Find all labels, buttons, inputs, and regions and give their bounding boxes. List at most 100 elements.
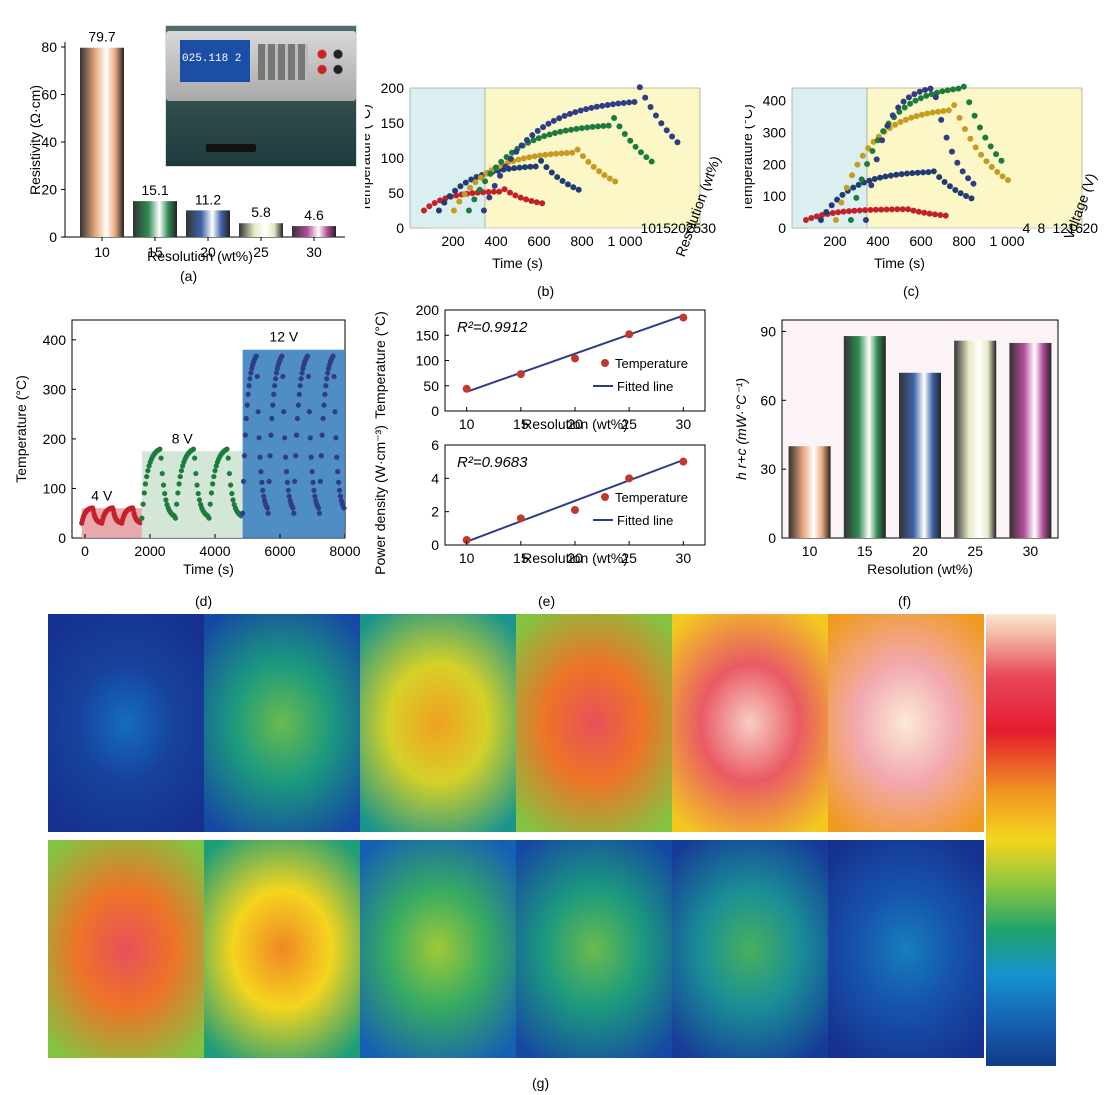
series-16-point bbox=[864, 161, 870, 167]
z-tick-label: 4 bbox=[1023, 220, 1031, 236]
series-12-point bbox=[908, 115, 914, 121]
series-4-point bbox=[910, 208, 916, 214]
y-tick-label: 0 bbox=[396, 220, 404, 236]
data-point bbox=[241, 479, 246, 484]
series-25-point bbox=[498, 159, 504, 165]
series-16-point bbox=[902, 104, 908, 110]
series-20-point bbox=[515, 157, 521, 163]
x-tick-label: 1 000 bbox=[607, 233, 642, 249]
data-point bbox=[143, 481, 148, 486]
thermal-image-off-6 bbox=[828, 840, 984, 1058]
data-point bbox=[254, 353, 259, 358]
series-4-point bbox=[937, 212, 943, 218]
data-point bbox=[293, 453, 298, 458]
thermal-panel: (g) bbox=[0, 612, 1118, 1095]
series-4-point bbox=[862, 207, 868, 213]
thermal-image-off-5 bbox=[672, 840, 828, 1058]
series-12-point bbox=[978, 152, 984, 158]
series-12-point bbox=[914, 113, 920, 119]
series-4-point bbox=[878, 207, 884, 213]
series-20-point bbox=[911, 91, 917, 97]
y-tick-label: 50 bbox=[388, 185, 404, 201]
data-label: 15.1 bbox=[141, 182, 168, 198]
legend-marker-temperature bbox=[601, 359, 609, 367]
series-12-point bbox=[994, 169, 1000, 175]
data-point bbox=[297, 392, 302, 397]
x-axis-title: Time (s) bbox=[874, 255, 925, 271]
thermal-image-off-2 bbox=[204, 840, 360, 1058]
series-4-point bbox=[932, 211, 938, 217]
series-12-point bbox=[946, 107, 952, 113]
series-20-point bbox=[472, 179, 478, 185]
y-tick-label: 300 bbox=[43, 381, 67, 397]
data-point bbox=[157, 447, 162, 452]
data-point bbox=[323, 383, 328, 388]
y-tick-label: 300 bbox=[763, 125, 787, 141]
data-point bbox=[316, 505, 321, 510]
x-axis-title: Resolution (wt%) bbox=[867, 561, 973, 577]
series-8-point bbox=[947, 183, 953, 189]
series-8-point bbox=[936, 174, 942, 180]
series-15-point bbox=[543, 164, 549, 170]
y-tick-label: 2 bbox=[431, 504, 439, 520]
data-point bbox=[308, 435, 313, 440]
series-15-point bbox=[517, 165, 523, 171]
series-25-point bbox=[536, 135, 542, 141]
y-axis-title: Temperature (°C) bbox=[365, 104, 373, 212]
series-30-point bbox=[551, 118, 557, 124]
data-point bbox=[173, 516, 178, 521]
series-30-point bbox=[540, 124, 546, 130]
x-tick-label: 400 bbox=[484, 233, 508, 249]
data-point bbox=[256, 409, 261, 414]
data-point bbox=[317, 511, 322, 516]
series-30-point bbox=[497, 173, 503, 179]
x-tick-label: 200 bbox=[441, 233, 465, 249]
series-20-point bbox=[580, 153, 586, 159]
data-point bbox=[281, 409, 286, 414]
series-16-point bbox=[988, 143, 994, 149]
series-4-point bbox=[905, 206, 911, 212]
chart-d-svg: 4 V8 V12 V01002003004000 2000 4000 6000 8000… bbox=[0, 305, 360, 610]
series-20-point bbox=[521, 155, 527, 161]
data-point bbox=[230, 497, 235, 502]
y-axis-title: Temperature (°C) bbox=[13, 375, 29, 483]
series-25-point bbox=[616, 123, 622, 129]
series-25-point bbox=[466, 208, 472, 214]
z-tick-label: 8 bbox=[1038, 220, 1046, 236]
data-point bbox=[255, 374, 260, 379]
legend-label-temperature: Temperature bbox=[615, 356, 688, 371]
series-25-point bbox=[547, 132, 553, 138]
x-tick-label: 25 bbox=[253, 244, 269, 260]
series-30-point bbox=[621, 100, 627, 106]
series-10-point bbox=[421, 208, 427, 214]
series-15-point bbox=[441, 200, 447, 206]
y-tick-label: 200 bbox=[43, 431, 67, 447]
series-15-point bbox=[511, 165, 517, 171]
y-tick-label: 20 bbox=[41, 182, 57, 198]
data-point bbox=[224, 447, 229, 452]
series-12-point bbox=[924, 111, 930, 117]
series-10-point bbox=[512, 192, 518, 198]
bar bbox=[789, 446, 831, 538]
series-10-point bbox=[507, 190, 513, 196]
data-point bbox=[312, 494, 317, 499]
series-20-point bbox=[553, 151, 559, 157]
series-10-point bbox=[432, 200, 438, 206]
series-30-point bbox=[508, 156, 514, 162]
series-8-point bbox=[877, 175, 883, 181]
data-point bbox=[284, 469, 289, 474]
y-tick-label: 80 bbox=[41, 39, 57, 55]
data-point bbox=[320, 433, 325, 438]
series-4-point bbox=[803, 217, 809, 223]
series-20-point bbox=[917, 89, 923, 95]
left-wall bbox=[410, 88, 485, 228]
data-point bbox=[209, 490, 214, 495]
series-20-point bbox=[965, 175, 971, 181]
data-point bbox=[322, 392, 327, 397]
series-8-point bbox=[963, 193, 969, 199]
series-10-point bbox=[523, 196, 529, 202]
data-label: 4.6 bbox=[304, 207, 324, 223]
series-12-point bbox=[919, 112, 925, 118]
y-tick-label: 50 bbox=[423, 378, 439, 394]
x-axis-title: Time (s) bbox=[183, 561, 234, 577]
